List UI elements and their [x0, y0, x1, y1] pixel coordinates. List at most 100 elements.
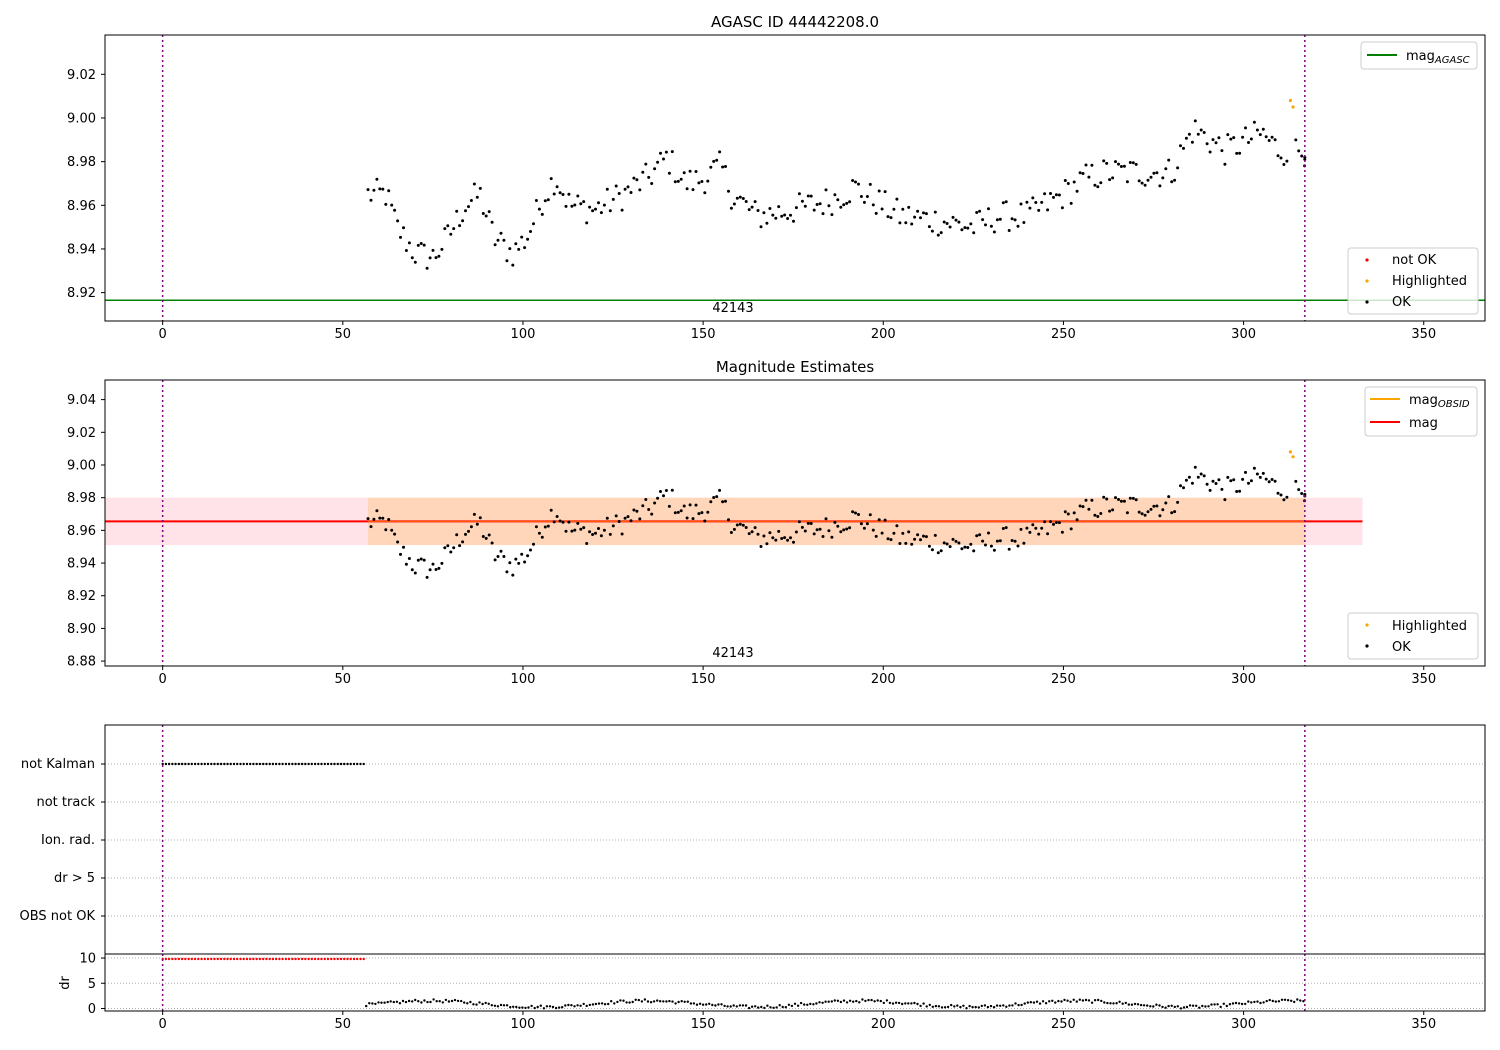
dr-point-ok [778, 1004, 781, 1007]
data-point-ok [670, 150, 674, 154]
data-point-ok [549, 508, 553, 512]
dr-point-ok [515, 1005, 518, 1009]
data-point-ok [939, 231, 943, 235]
data-point-ok [972, 231, 976, 235]
data-point-ok [727, 518, 730, 522]
data-point-ok [954, 218, 958, 222]
legend-mag-label: mag [1409, 416, 1438, 431]
data-point-ok [472, 512, 476, 516]
data-point-ok [1205, 482, 1209, 486]
dr-point-ok [950, 1003, 953, 1007]
dr-point-ok [634, 998, 637, 1001]
data-point-ok [1249, 479, 1253, 483]
dr-point-not-ok [339, 957, 343, 961]
dr-point-not-ok [346, 957, 349, 961]
data-point-ok [1190, 481, 1194, 485]
data-point-ok [449, 550, 453, 554]
data-point-ok [765, 542, 769, 546]
data-point-ok [1087, 175, 1091, 179]
data-point-ok [638, 517, 642, 521]
data-point-ok [756, 532, 760, 536]
data-point-ok [653, 501, 657, 505]
flag-point-not-kalman [291, 762, 294, 766]
data-point-ok [467, 529, 470, 533]
data-point-ok [1057, 521, 1061, 525]
x-tick-label-350: 350 [1411, 672, 1436, 687]
dr-point-ok [965, 1007, 968, 1010]
flag-point-not-kalman [265, 762, 268, 766]
data-point-ok [461, 540, 465, 544]
data-point-ok [511, 263, 515, 267]
data-point-ok [842, 528, 846, 532]
data-point-ok [1179, 144, 1182, 148]
data-point-ok [449, 232, 453, 236]
legend-ok-label: OK [1392, 295, 1411, 310]
dr-point-ok [1244, 1002, 1247, 1006]
data-point-ok [919, 216, 922, 220]
data-point-ok [366, 188, 370, 192]
dr-point-ok [1127, 1003, 1131, 1006]
flag-point-not-kalman [203, 762, 206, 766]
data-point-ok [1220, 487, 1224, 491]
data-point-ok [1235, 490, 1239, 493]
x-tick-label-200: 200 [871, 327, 896, 342]
dr-point-ok [1198, 1006, 1201, 1009]
data-point-ok [1187, 475, 1191, 479]
data-point-ok [682, 504, 686, 508]
data-point-ok [1211, 479, 1215, 483]
dr-point-ok [928, 1003, 931, 1007]
flag-point-not-kalman [219, 762, 223, 766]
flag-point-not-kalman [242, 762, 245, 766]
y-tick-label-9.02: 9.02 [67, 68, 96, 83]
data-point-ok [830, 535, 834, 539]
data-point-ok [626, 185, 630, 189]
data-point-ok [1193, 119, 1197, 123]
dr-point-ok [1170, 1004, 1173, 1007]
flag-point-not-kalman [333, 762, 336, 766]
data-point-ok [842, 203, 846, 207]
data-point-ok [741, 523, 745, 527]
data-point-ok [1096, 515, 1100, 518]
data-point-ok [898, 542, 902, 545]
dr-point-not-ok [216, 957, 219, 961]
data-point-ok [1235, 151, 1239, 155]
dr-point-ok [986, 1005, 990, 1009]
data-point-ok [1238, 489, 1242, 493]
data-point-ok [1131, 161, 1135, 165]
dr-point-ok [490, 1004, 493, 1007]
dr-point-ok [701, 1003, 705, 1006]
panel-2-line-legend: magOBSID mag [1364, 386, 1478, 437]
dr-point-ok [692, 1002, 696, 1005]
data-point-ok [883, 518, 887, 522]
data-point-ok [490, 541, 494, 545]
flag-point-not-kalman [197, 762, 200, 766]
dr-point-ok [689, 1002, 693, 1005]
dr-point-ok [1008, 1004, 1011, 1007]
y-tick-label-8.98: 8.98 [67, 491, 96, 506]
dr-point-ok [518, 1006, 521, 1009]
data-point-ok [744, 526, 748, 529]
dr-point-ok [545, 1005, 549, 1008]
data-point-ok [945, 542, 949, 546]
data-point-ok [886, 537, 890, 541]
data-point-ok [910, 542, 914, 546]
flag-point-not-kalman [297, 762, 300, 766]
data-point-ok [854, 180, 857, 184]
dr-point-ok [959, 1005, 962, 1009]
dr-point-ok [1155, 1003, 1158, 1006]
dr-point-ok [1060, 1000, 1063, 1003]
data-point-ok [691, 188, 695, 192]
data-point-ok [1294, 479, 1298, 483]
data-point-ok [532, 542, 535, 546]
dr-point-ok [876, 999, 879, 1002]
data-point-ok [431, 562, 435, 566]
data-point-ok [534, 199, 538, 202]
data-point-ok [901, 207, 905, 211]
flag-point-not-kalman [300, 762, 304, 766]
flag-point-not-kalman [271, 762, 275, 766]
data-point-ok [992, 548, 996, 552]
data-point-ok [718, 488, 722, 492]
data-point-ok [540, 212, 544, 216]
dr-point-ok [1299, 999, 1302, 1002]
dr-point-ok [1296, 998, 1299, 1001]
